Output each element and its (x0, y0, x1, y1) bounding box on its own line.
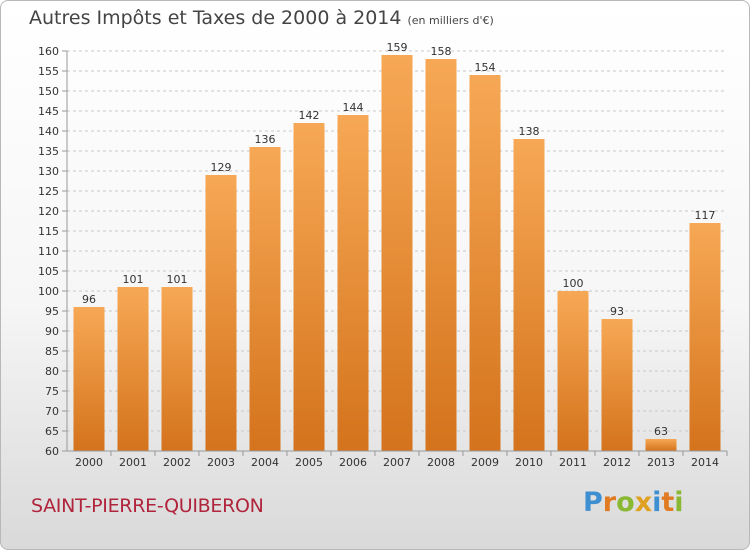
y-tick-label: 135 (38, 145, 59, 158)
data-label: 63 (654, 425, 668, 438)
y-tick-label: 145 (38, 105, 59, 118)
bars (73, 55, 721, 451)
bar (645, 439, 677, 451)
bar (425, 59, 457, 451)
y-tick-label: 115 (38, 225, 59, 238)
bar (337, 115, 369, 451)
y-tick-label: 150 (38, 85, 59, 98)
data-label: 138 (519, 125, 540, 138)
y-tick-label: 100 (38, 285, 59, 298)
data-label: 117 (695, 209, 716, 222)
bar (381, 55, 413, 451)
bar (469, 75, 501, 451)
x-tick-label: 2001 (119, 456, 147, 469)
bar (161, 287, 193, 451)
y-tick-label: 125 (38, 185, 59, 198)
x-tick-label: 2008 (427, 456, 455, 469)
bar (249, 147, 281, 451)
data-label: 96 (82, 293, 96, 306)
data-label: 144 (343, 101, 364, 114)
logo-letter: r (602, 487, 617, 518)
bar (689, 223, 721, 451)
x-tick-label: 2000 (75, 456, 103, 469)
y-tick-label: 160 (38, 45, 59, 58)
x-axis: 2000 2001 2002 2003 2004 2005 2006 2007 2008 2009… (67, 450, 728, 469)
logo-letter: x (634, 487, 653, 518)
y-tick-label: 120 (38, 205, 59, 218)
logo-letter: i (652, 487, 662, 518)
y-tick-label: 85 (45, 345, 59, 358)
y-tick-label: 90 (45, 325, 59, 338)
x-tick-label: 2002 (163, 456, 191, 469)
bar (117, 287, 149, 451)
y-tick-label: 110 (38, 245, 59, 258)
y-axis: 60 65 70 75 80 85 90 95 100 105 110 115 120 125 130 135… (38, 45, 68, 458)
data-label: 154 (475, 61, 496, 74)
y-tick-label: 75 (45, 385, 59, 398)
data-label: 129 (211, 161, 232, 174)
data-label: 142 (299, 109, 320, 122)
x-tick-label: 2010 (515, 456, 543, 469)
x-tick-label: 2005 (295, 456, 323, 469)
data-label: 100 (563, 277, 584, 290)
data-label: 159 (387, 41, 408, 54)
x-tick-label: 2003 (207, 456, 235, 469)
bar (205, 175, 237, 451)
logo-letter: o (616, 487, 635, 518)
y-tick-label: 140 (38, 125, 59, 138)
bar (601, 319, 633, 451)
unit-label: (en milliers d'€) (407, 14, 494, 27)
proxiti-logo: Proxiti (583, 487, 684, 518)
commune-name: SAINT-PIERRE-QUIBERON (31, 495, 264, 517)
y-tick-label: 65 (45, 425, 59, 438)
x-tick-label: 2011 (559, 456, 587, 469)
logo-letter: t (661, 487, 675, 518)
y-tick-label: 95 (45, 305, 59, 318)
data-labels: 96 101 101 129 136 142 144 159 158 154 138 100 93 63 1… (82, 41, 716, 438)
y-tick-label: 130 (38, 165, 59, 178)
logo-letter: P (583, 487, 603, 518)
bar (73, 307, 105, 451)
bar (513, 139, 545, 451)
chart-title: Autres Impôts et Taxes de 2000 à 2014 (en… (29, 7, 494, 29)
logo-letter: i (674, 487, 684, 518)
y-tick-label: 105 (38, 265, 59, 278)
x-tick-label: 2006 (339, 456, 367, 469)
y-tick-label: 155 (38, 65, 59, 78)
data-label: 136 (255, 133, 276, 146)
x-tick-label: 2004 (251, 456, 279, 469)
y-tick-label: 70 (45, 405, 59, 418)
x-tick-label: 2009 (471, 456, 499, 469)
y-tick-label: 60 (45, 445, 59, 458)
data-label: 158 (431, 45, 452, 58)
y-tick-label: 80 (45, 365, 59, 378)
x-tick-label: 2013 (647, 456, 675, 469)
data-label: 93 (610, 305, 624, 318)
x-tick-label: 2014 (691, 456, 719, 469)
bar (557, 291, 589, 451)
data-label: 101 (123, 273, 144, 286)
x-tick-label: 2007 (383, 456, 411, 469)
data-label: 101 (167, 273, 188, 286)
bar (293, 123, 325, 451)
x-tick-label: 2012 (603, 456, 631, 469)
